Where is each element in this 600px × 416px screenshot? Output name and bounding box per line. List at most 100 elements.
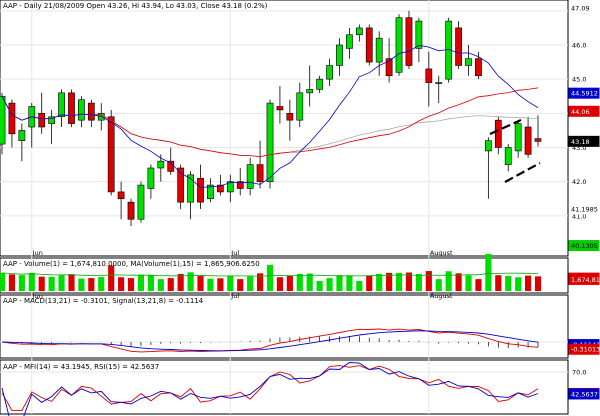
axis-value-marker <box>568 273 600 285</box>
volume-bar <box>187 272 194 291</box>
candle-up <box>484 140 492 152</box>
candle-down <box>177 167 185 203</box>
candle-up <box>306 89 314 94</box>
axis-value-label: 42.5637 <box>571 390 598 398</box>
candle-up <box>48 116 56 124</box>
candle-down <box>236 181 244 189</box>
volume-bar <box>108 265 115 291</box>
volume-bar <box>515 277 522 291</box>
price-tick-label: 45.0 <box>572 76 586 84</box>
volume-bar <box>495 275 502 291</box>
macd-signal-line <box>1 330 539 352</box>
volume-bar <box>346 275 353 291</box>
volume-bar <box>58 275 65 291</box>
macd-panel <box>0 294 569 359</box>
axis-value-label: 1,674,810 <box>571 276 600 284</box>
osc-tick-label: 70.0 <box>572 369 586 377</box>
candle-down <box>216 184 224 193</box>
volume-bar <box>0 272 6 291</box>
volume-bar <box>524 275 532 291</box>
volume-ma-line <box>1 272 539 277</box>
volume-bar <box>475 279 482 291</box>
volume-bar <box>435 279 442 291</box>
x-axis-labels: Jun Jun Jul Jul August August <box>32 249 453 300</box>
axis-value-label: 41.1985 <box>571 206 598 214</box>
candle-down <box>425 68 433 83</box>
candle-up <box>395 17 403 73</box>
candle-down <box>524 126 532 155</box>
volume-bar <box>38 276 45 291</box>
oscillator-panel <box>0 359 569 415</box>
volume-bar <box>256 273 264 291</box>
rsi-line <box>1 362 539 416</box>
volume-bar <box>505 276 512 291</box>
candle-up <box>137 184 145 220</box>
volume-bar <box>137 274 145 291</box>
volume-bar <box>18 275 25 291</box>
volume-bar <box>296 273 303 291</box>
volume-bar <box>415 273 422 291</box>
grid-lines <box>0 0 568 414</box>
axis-value-marker <box>568 105 600 117</box>
candle-up <box>157 160 165 169</box>
volume-bar <box>376 273 383 291</box>
volume-bar <box>157 279 164 291</box>
volume-bar <box>197 276 204 291</box>
volume-bar <box>336 275 343 291</box>
candle-up <box>296 92 304 121</box>
candle-down <box>276 106 284 111</box>
volume-bar <box>68 274 75 291</box>
sma-short-line <box>1 44 539 188</box>
volume-layer <box>0 253 542 291</box>
volume-bar <box>227 276 234 291</box>
candle-up <box>187 174 194 203</box>
price-tick-label: 43.0 <box>572 144 586 152</box>
axis-value-label: 43.18 <box>571 138 590 146</box>
volume-bar <box>28 272 35 291</box>
candle-up <box>266 102 274 182</box>
candle-up <box>355 27 363 36</box>
candle-up <box>246 164 254 189</box>
axis-value-label: 44.5912 <box>571 90 598 98</box>
candle-down <box>107 116 115 193</box>
volume-bar <box>386 272 393 291</box>
candle-up <box>326 65 333 80</box>
candle-up <box>147 167 155 189</box>
candle-down <box>385 58 393 77</box>
candle-down <box>256 164 264 182</box>
volume-bar <box>316 280 323 291</box>
candle-down <box>197 177 204 203</box>
candle-down <box>455 27 462 66</box>
axis-value-marker <box>568 240 600 252</box>
candle-up <box>375 37 383 63</box>
candle-down <box>38 113 46 128</box>
volume-bar <box>237 279 244 291</box>
volume-bar <box>266 264 274 291</box>
candle-up <box>346 34 353 49</box>
x-axis-label: Jun <box>32 292 43 300</box>
axis-value-marker <box>568 203 600 215</box>
candle-up <box>316 78 324 90</box>
candle-up <box>78 99 85 121</box>
price-header: AAP - Daily 21/08/2009 Open 43.26, Hi 43… <box>3 2 268 10</box>
price-tick-label: 46.0 <box>572 42 586 50</box>
price-tick-label: 41.0 <box>572 212 586 220</box>
volume-bar <box>286 275 293 291</box>
volume-bar <box>127 278 135 291</box>
oscillator-header: AAP - MFI(14) = 43.1945, RSI(15) = 42.56… <box>3 363 159 371</box>
volume-bar <box>98 277 105 291</box>
axis-value-marker <box>568 2 600 14</box>
volume-bar <box>326 278 333 291</box>
candle-up <box>18 130 26 141</box>
candle-up <box>226 181 234 193</box>
candle-down <box>475 58 482 77</box>
volume-bar <box>455 273 462 291</box>
candle-up <box>435 82 443 84</box>
candle-up <box>336 44 343 66</box>
x-axis-label: August <box>430 249 453 257</box>
candle-up <box>504 147 512 165</box>
volume-bar <box>167 278 174 291</box>
axis-value-marker <box>568 343 600 355</box>
candle-up <box>415 20 423 49</box>
volume-bar <box>217 278 224 291</box>
